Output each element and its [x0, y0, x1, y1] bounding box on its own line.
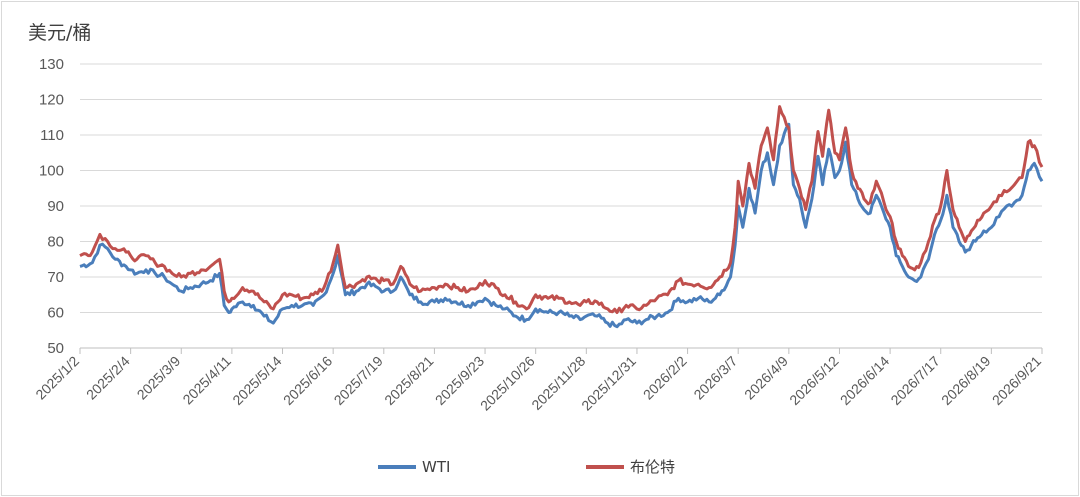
- x-tick-label-16: 2026/6/14: [837, 353, 893, 409]
- y-tick-label-90: 90: [47, 198, 64, 215]
- x-tick-label-4: 2025/5/14: [229, 353, 285, 409]
- x-tick-label-14: 2026/4/9: [741, 353, 791, 403]
- x-tick-label-19: 2026/9/21: [989, 353, 1045, 409]
- y-tick-label-50: 50: [47, 340, 64, 357]
- x-tick-label-3: 2025/4/11: [179, 353, 234, 408]
- y-tick-label-60: 60: [47, 305, 64, 322]
- series-line-brent: [79, 105, 1044, 314]
- y-tick-label-70: 70: [47, 269, 64, 286]
- x-tick-label-2: 2025/3/9: [134, 353, 184, 403]
- legend-label-brent: 布伦特: [630, 458, 675, 476]
- x-tick-label-6: 2025/7/19: [331, 353, 387, 409]
- y-tick-label-110: 110: [40, 127, 64, 144]
- x-tick-label-17: 2026/7/17: [887, 353, 943, 409]
- x-tick-label-7: 2025/8/21: [381, 353, 437, 409]
- y-tick-label-80: 80: [47, 234, 64, 251]
- x-tick-label-18: 2026/8/19: [938, 353, 994, 409]
- y-tick-label-120: 120: [39, 92, 64, 109]
- legend-label-wti: WTI: [422, 458, 450, 476]
- x-tick-label-11: 2025/12/31: [578, 353, 639, 414]
- x-tick-label-5: 2025/6/16: [280, 353, 336, 409]
- x-tick-label-13: 2026/3/7: [690, 353, 740, 403]
- x-tick-label-15: 2026/5/12: [786, 353, 842, 409]
- x-tick-label-1: 2025/2/4: [83, 353, 133, 403]
- y-tick-label-130: 130: [39, 56, 64, 73]
- y-axis-unit-label: 美元/桶: [28, 22, 92, 44]
- x-tick-label-9: 2025/10/26: [477, 353, 538, 414]
- y-tick-label-100: 100: [39, 163, 64, 180]
- series-line-wti: [79, 122, 1044, 329]
- x-tick-label-12: 2026/2/2: [640, 353, 690, 403]
- x-tick-label-0: 2025/1/2: [32, 353, 82, 403]
